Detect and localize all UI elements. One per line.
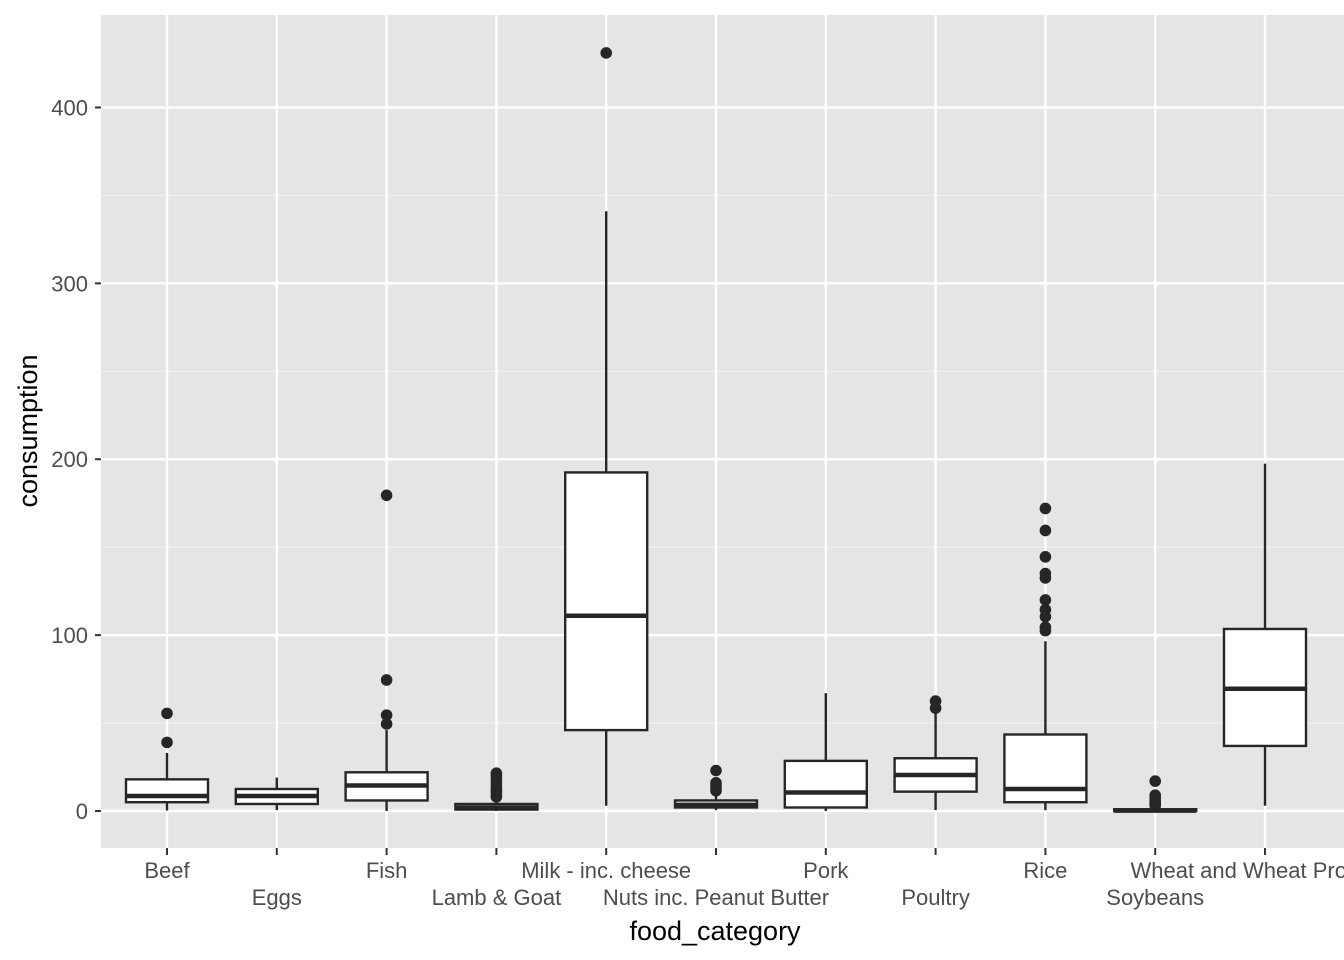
outlier-point: [1039, 621, 1052, 634]
box: [564, 471, 649, 732]
outlier-point: [1039, 603, 1052, 616]
outlier-point: [710, 764, 722, 777]
outlier-point: [1039, 551, 1052, 563]
x-tick-label: Rice: [1023, 858, 1067, 883]
box-group: [1112, 775, 1198, 813]
outlier-point: [380, 674, 393, 686]
outlier-point: [161, 736, 173, 749]
x-tick-label: Lamb & Goat: [432, 885, 562, 910]
outlier-point: [1039, 502, 1052, 515]
outlier-point: [380, 709, 393, 721]
x-tick-label: Nuts inc. Peanut Butter: [603, 885, 829, 910]
box-group: [564, 47, 649, 806]
box-layer: [124, 47, 1308, 813]
box-group: [893, 695, 978, 811]
outlier-point: [929, 695, 942, 707]
y-tick-label: 100: [51, 623, 88, 648]
x-axis-title: food_category: [629, 916, 801, 946]
y-tick-label: 400: [51, 95, 88, 120]
outlier-point: [1149, 789, 1161, 801]
outlier-point: [710, 777, 722, 789]
axis-layer: 0 100 200 300 400 Beef Eggs Fish Lamb & GoatMilk…: [51, 95, 1344, 910]
outlier-point: [490, 767, 503, 779]
outlier-point: [380, 489, 393, 502]
box-group: [344, 489, 429, 811]
x-tick-label: Eggs: [252, 885, 302, 910]
box: [1003, 733, 1088, 804]
box-group: [673, 764, 759, 811]
outlier-point: [1149, 775, 1161, 787]
outlier-point: [380, 718, 393, 730]
box-group: [454, 767, 539, 811]
x-tick-label: Beef: [144, 858, 190, 883]
y-axis-title: consumption: [13, 354, 43, 507]
plot-panel: [101, 15, 1344, 848]
outlier-point: [161, 707, 173, 720]
box-group: [1003, 502, 1088, 811]
outlier-point: [1039, 567, 1052, 580]
x-tick-label: Wheat and Wheat Products: [1130, 858, 1344, 883]
box-group: [1222, 463, 1308, 806]
x-tick-label: Fish: [366, 858, 408, 883]
x-tick-label: Soybeans: [1106, 885, 1204, 910]
x-tick-label: Milk - inc. cheese: [521, 858, 691, 883]
box: [124, 778, 210, 804]
outlier-point: [1039, 524, 1052, 537]
box-group: [124, 707, 210, 811]
x-tick-label: Pork: [803, 858, 849, 883]
outlier-point: [600, 47, 612, 59]
box-group: [783, 693, 868, 811]
y-tick-label: 0: [76, 799, 88, 824]
outlier-point: [1039, 594, 1052, 606]
box-group: [234, 777, 320, 811]
y-tick-label: 300: [51, 271, 88, 296]
x-tick-label: Poultry: [901, 885, 969, 910]
y-tick-label: 200: [51, 447, 88, 472]
box: [783, 759, 868, 809]
